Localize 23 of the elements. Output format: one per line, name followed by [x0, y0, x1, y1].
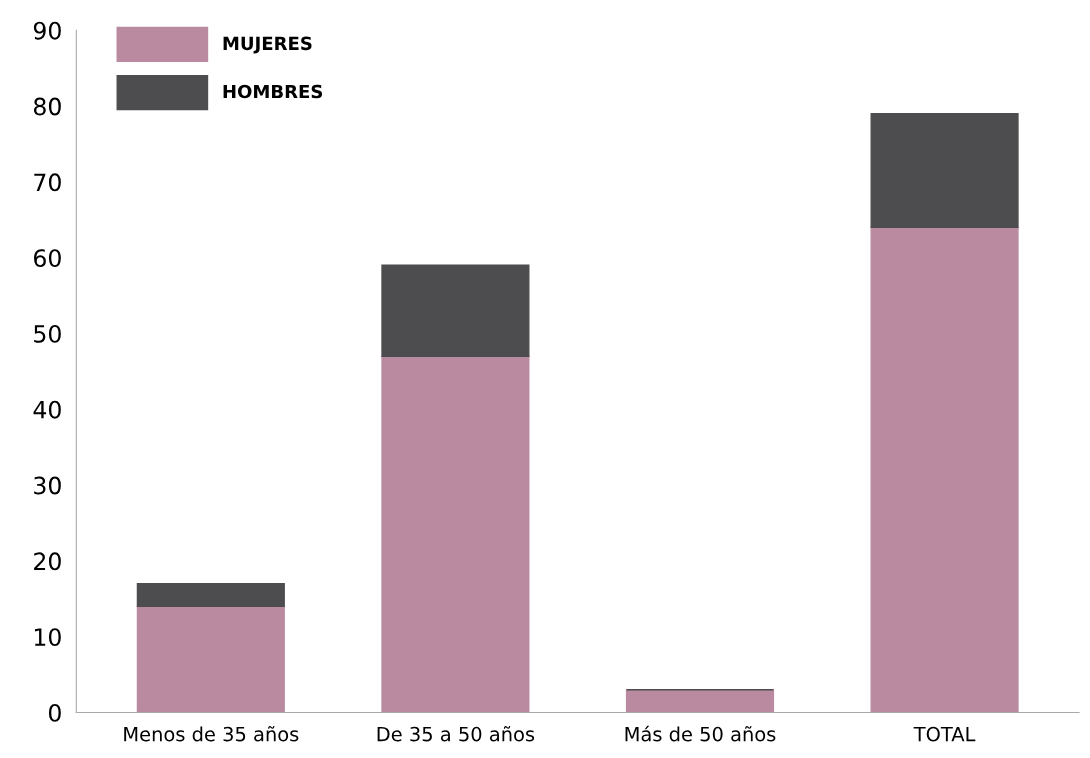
- y-tick-label: 10: [34, 628, 61, 647]
- bar: [625, 689, 775, 713]
- y-tick-label: 20: [34, 552, 61, 571]
- y-tick-label: 90: [33, 21, 61, 40]
- y-tick-label: 80: [33, 97, 61, 116]
- legend-label: MUJERES: [223, 36, 312, 54]
- bar: [136, 605, 285, 713]
- bar: [870, 226, 1019, 713]
- bar: [136, 582, 285, 608]
- x-tick-label: Menos de 35 años: [124, 726, 299, 742]
- legend-label: HOMBRES: [223, 84, 323, 99]
- bar: [870, 113, 1019, 229]
- y-tick-label: 0: [48, 703, 61, 722]
- x-tick-label: TOTAL: [913, 726, 976, 742]
- x-tick-label: Más de 50 años: [625, 725, 776, 742]
- y-tick-label: 40: [33, 400, 61, 419]
- y-tick-label: 60: [34, 249, 61, 268]
- y-tick-label: 30: [34, 476, 61, 495]
- bar: [381, 264, 530, 357]
- y-tick-label: 50: [34, 324, 61, 343]
- bar: [381, 355, 530, 713]
- x-tick-label: De 35 a 50 años: [377, 726, 535, 742]
- y-tick-label: 70: [34, 173, 61, 192]
